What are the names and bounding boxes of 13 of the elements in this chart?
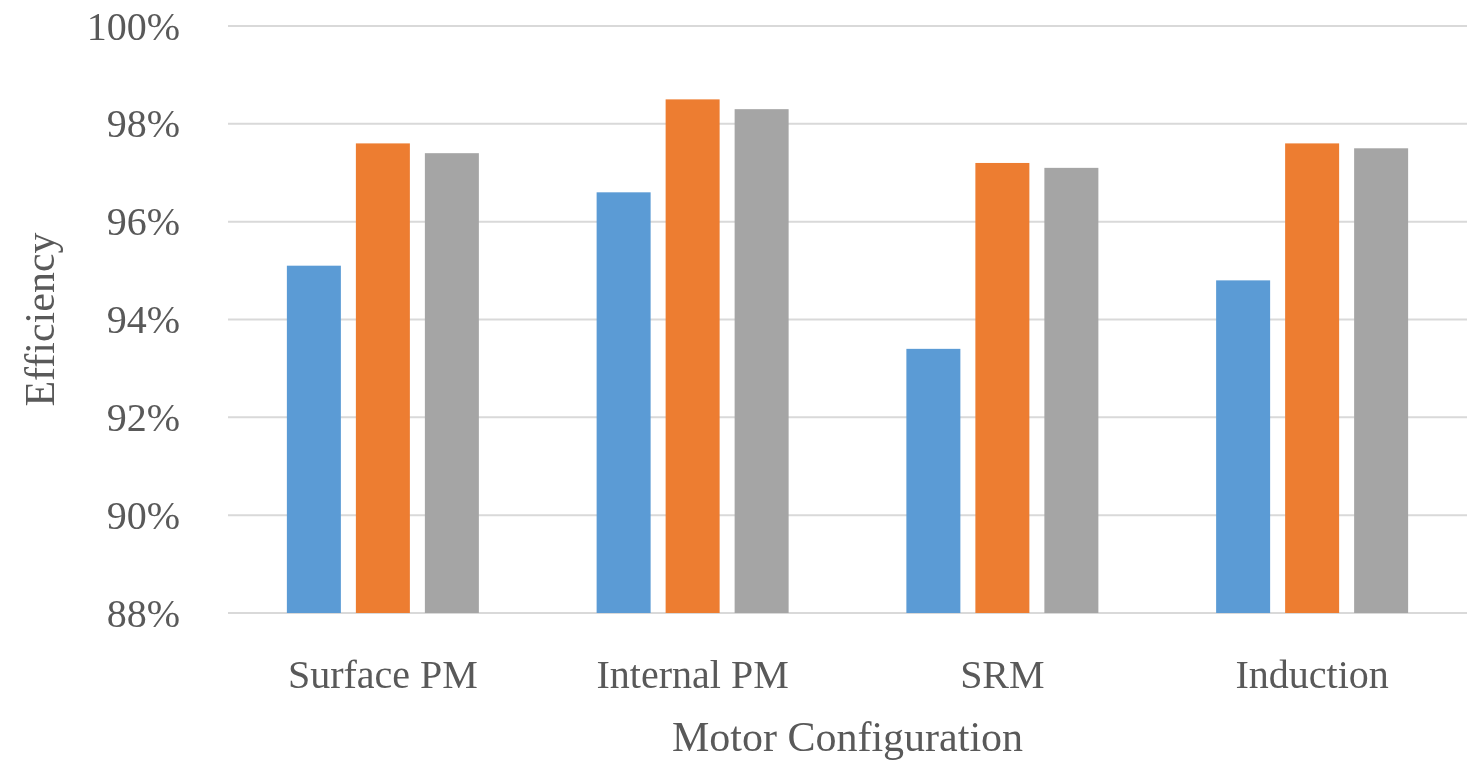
- x-tick-label: Surface PM: [287, 651, 478, 697]
- y-tick-label: 94%: [106, 297, 180, 342]
- x-tick-label: Induction: [1235, 651, 1389, 697]
- y-axis-title: Efficiency: [17, 232, 63, 407]
- y-tick-label: 98%: [106, 101, 180, 147]
- x-tick-label: Internal PM: [596, 651, 789, 697]
- y-tick-label: 100%: [86, 3, 180, 49]
- y-tick-label: 88%: [106, 590, 180, 636]
- x-tick-label: SRM: [960, 651, 1045, 697]
- y-tick-label: 96%: [106, 199, 180, 245]
- x-axis-title: Motor Configuration: [671, 714, 1024, 760]
- y-tick-label: 92%: [106, 394, 180, 440]
- y-tick-label: 90%: [106, 492, 180, 538]
